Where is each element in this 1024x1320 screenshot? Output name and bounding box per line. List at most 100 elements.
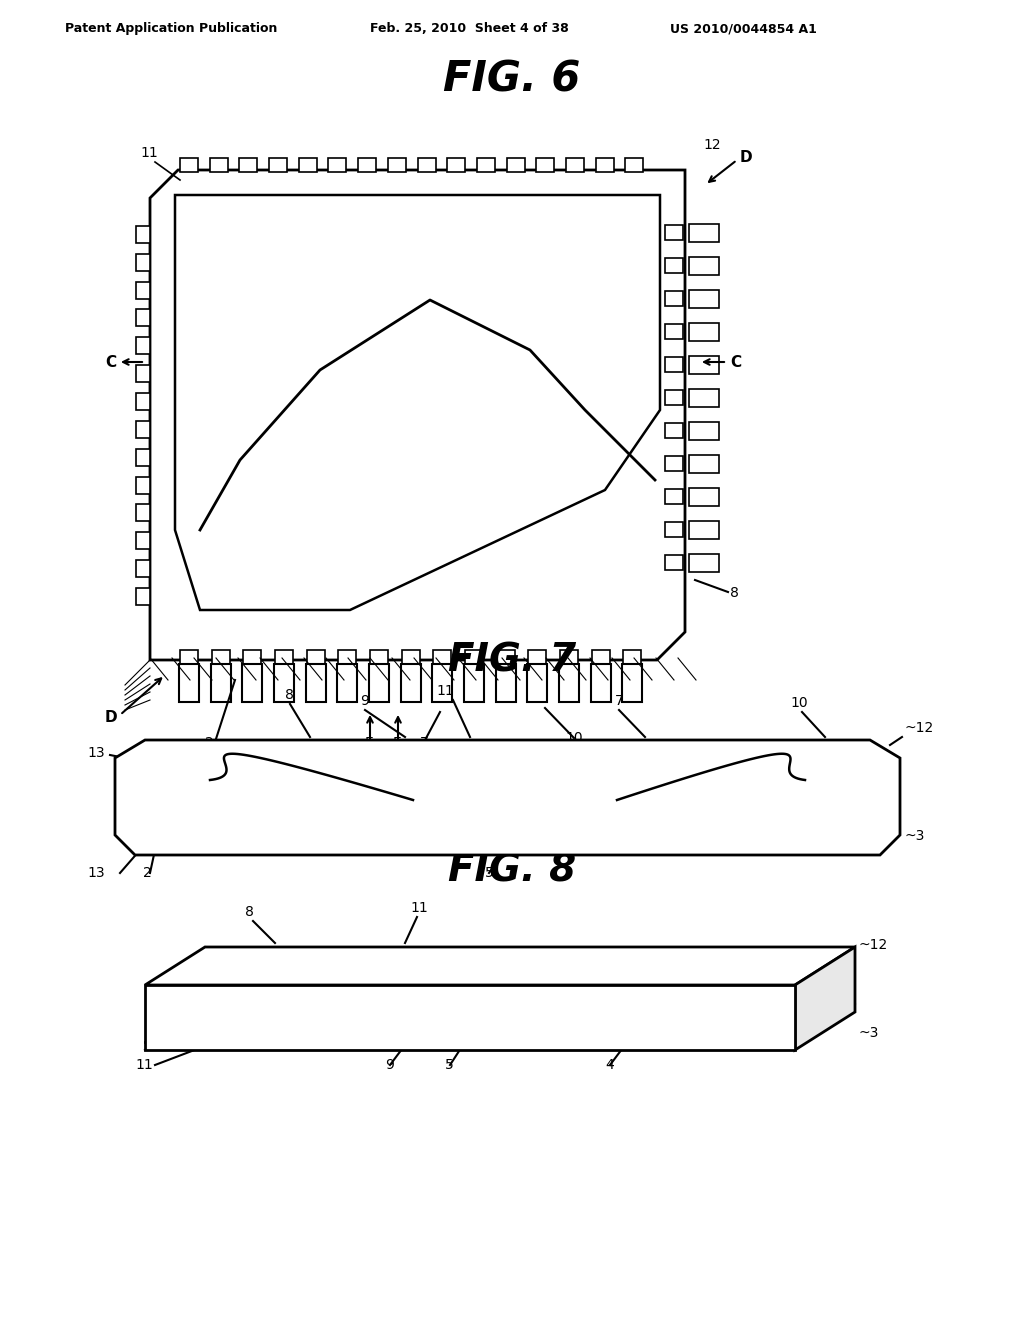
Text: 7: 7 [615,694,624,708]
Bar [665,455,683,471]
Text: C: C [730,355,741,370]
Bar [665,488,683,504]
Bar [848,810,880,840]
Bar [212,649,229,664]
Bar [433,649,452,664]
Bar [665,323,683,339]
Bar [136,393,150,411]
Polygon shape [150,170,685,660]
Bar [306,649,325,664]
Bar [358,158,376,172]
Bar [136,587,150,605]
Bar [689,455,719,473]
Text: 9: 9 [360,694,369,708]
Bar [592,649,609,664]
Polygon shape [795,946,855,1049]
Bar [665,290,683,306]
Bar [623,664,642,702]
Text: FIG. 8: FIG. 8 [447,851,577,890]
Bar [369,664,389,702]
Polygon shape [145,985,795,1049]
Bar [136,338,150,354]
Bar [465,649,483,664]
Text: ~3: ~3 [905,829,926,843]
Bar [306,664,326,702]
Bar [210,158,227,172]
Bar [406,783,625,805]
Bar [170,807,193,825]
Polygon shape [115,741,900,855]
Bar [537,158,554,172]
Bar [496,664,516,702]
Bar [244,649,261,664]
Text: US 2010/0044854 A1: US 2010/0044854 A1 [670,22,817,36]
Bar [665,554,683,570]
Bar [136,253,150,271]
Text: 8: 8 [245,906,254,919]
Bar [180,649,198,664]
Bar [689,521,719,539]
Text: FIG. 7: FIG. 7 [447,642,577,680]
Bar [135,810,167,840]
Text: 12: 12 [703,139,721,152]
Text: 10: 10 [790,696,808,710]
Bar [234,1008,705,1034]
Text: 4: 4 [605,1059,613,1072]
Text: FIG. 6: FIG. 6 [443,58,581,100]
Polygon shape [175,195,660,610]
Bar [243,664,262,702]
Bar [299,158,316,172]
Bar [136,281,150,298]
Bar [136,309,150,326]
Bar [400,664,421,702]
Bar [559,664,579,702]
Text: E: E [365,737,374,750]
Bar [418,158,435,172]
Bar [689,323,719,341]
Text: ~12: ~12 [859,939,888,952]
Bar [329,158,346,172]
Bar [477,158,495,172]
Bar [269,158,287,172]
Bar [388,158,406,172]
Bar [338,649,356,664]
Bar [136,366,150,383]
Bar [591,664,610,702]
Bar [432,664,453,702]
Bar [560,649,578,664]
Bar [136,532,150,549]
Bar [150,1006,180,1038]
Text: 7: 7 [420,737,429,750]
Text: ~3: ~3 [859,1026,880,1040]
Bar [689,356,719,374]
Bar [689,257,719,275]
Bar [528,649,547,664]
Text: 11: 11 [410,902,428,915]
Bar [665,257,683,273]
Bar [211,664,230,702]
Bar [689,389,719,407]
Text: D: D [105,710,118,725]
Bar [447,158,465,172]
Bar [275,649,293,664]
Text: Feb. 25, 2010  Sheet 4 of 38: Feb. 25, 2010 Sheet 4 of 38 [370,22,568,36]
Text: ~12: ~12 [905,721,934,735]
Text: D: D [740,150,753,165]
Bar [240,158,257,172]
Bar [665,521,683,537]
Text: 5: 5 [445,1059,454,1072]
Bar [136,560,150,577]
Text: 13: 13 [87,746,104,760]
Bar [136,421,150,438]
Text: 2: 2 [143,866,152,880]
Polygon shape [145,946,855,985]
Bar [464,664,484,702]
Text: E: E [393,737,401,750]
Text: Patent Application Publication: Patent Application Publication [65,22,278,36]
Bar [274,664,294,702]
Bar [665,224,683,240]
Text: C: C [105,355,116,370]
Bar [689,422,719,440]
Text: 11: 11 [436,684,454,698]
Bar [665,422,683,438]
